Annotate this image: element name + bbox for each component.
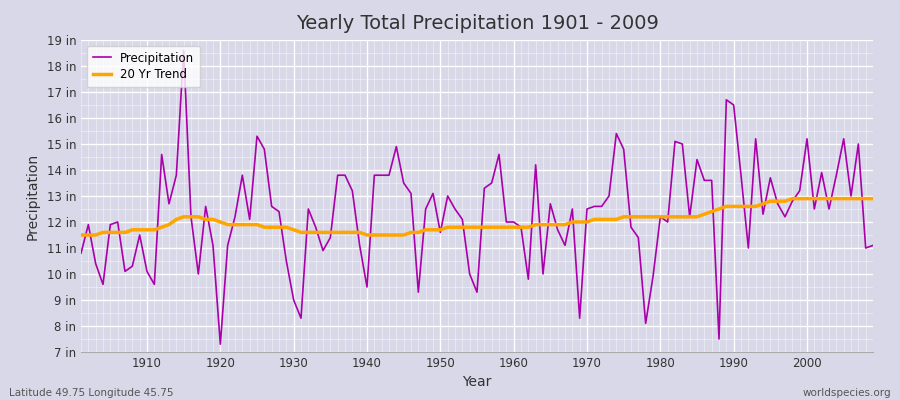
- Precipitation: [355, 243, 365, 248]
- Precipitation: [310, 225, 321, 230]
- 20 Yr Trend: [787, 196, 797, 201]
- 20 Yr Trend: [868, 196, 878, 201]
- Precipitation: [76, 251, 86, 256]
- Line: 20 Yr Trend: 20 Yr Trend: [81, 198, 873, 235]
- Precipitation: [868, 243, 878, 248]
- 20 Yr Trend: [134, 227, 145, 232]
- 20 Yr Trend: [295, 230, 306, 235]
- Precipitation: [523, 277, 534, 282]
- Line: Precipitation: Precipitation: [81, 50, 873, 344]
- 20 Yr Trend: [508, 225, 519, 230]
- Title: Yearly Total Precipitation 1901 - 2009: Yearly Total Precipitation 1901 - 2009: [295, 14, 659, 33]
- 20 Yr Trend: [339, 230, 350, 235]
- Y-axis label: Precipitation: Precipitation: [25, 152, 40, 240]
- Text: Latitude 49.75 Longitude 45.75: Latitude 49.75 Longitude 45.75: [9, 388, 174, 398]
- Precipitation: [516, 225, 526, 230]
- 20 Yr Trend: [597, 217, 608, 222]
- Precipitation: [178, 48, 189, 53]
- Legend: Precipitation, 20 Yr Trend: Precipitation, 20 Yr Trend: [87, 46, 200, 87]
- Precipitation: [215, 342, 226, 346]
- X-axis label: Year: Year: [463, 376, 491, 390]
- 20 Yr Trend: [76, 232, 86, 237]
- Text: worldspecies.org: worldspecies.org: [803, 388, 891, 398]
- Precipitation: [134, 232, 145, 237]
- Precipitation: [611, 131, 622, 136]
- 20 Yr Trend: [501, 225, 512, 230]
